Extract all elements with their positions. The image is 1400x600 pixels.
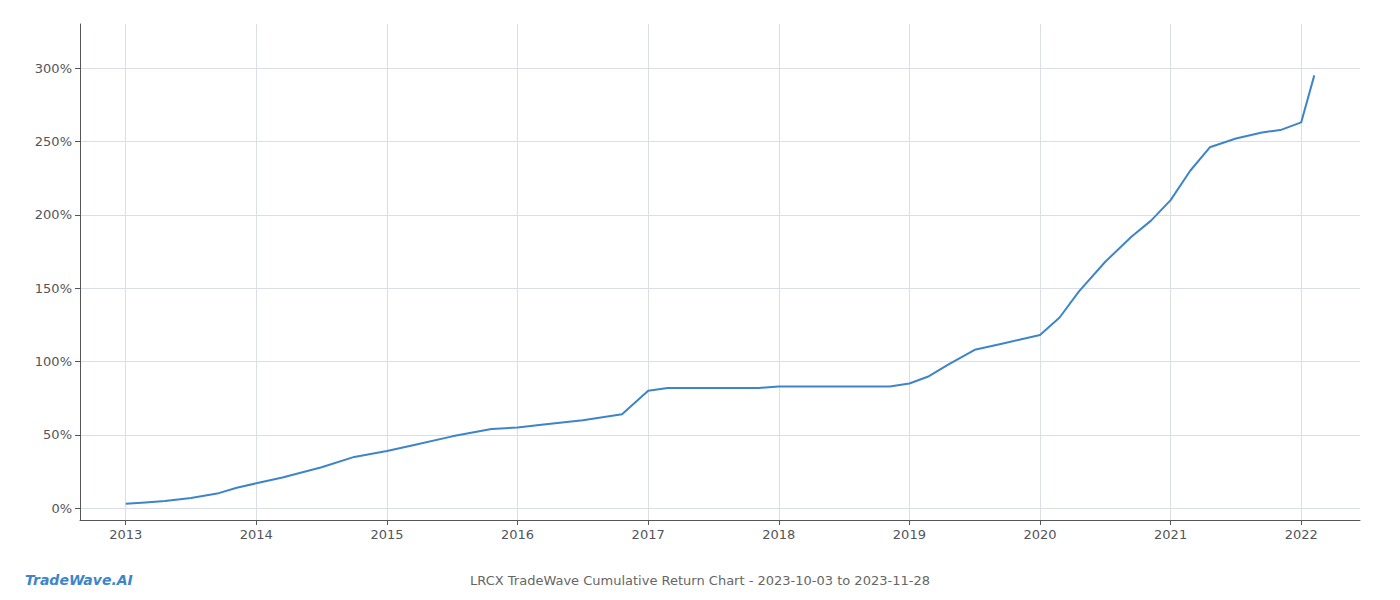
svg-text:2019: 2019 bbox=[893, 527, 926, 542]
svg-text:2020: 2020 bbox=[1023, 527, 1056, 542]
svg-text:250%: 250% bbox=[35, 134, 72, 149]
svg-text:2021: 2021 bbox=[1154, 527, 1187, 542]
svg-text:0%: 0% bbox=[51, 501, 72, 516]
svg-text:2017: 2017 bbox=[632, 527, 665, 542]
svg-text:300%: 300% bbox=[35, 61, 72, 76]
svg-text:200%: 200% bbox=[35, 207, 72, 222]
svg-text:LRCX TradeWave Cumulative Retu: LRCX TradeWave Cumulative Return Chart -… bbox=[470, 573, 930, 588]
svg-text:150%: 150% bbox=[35, 281, 72, 296]
svg-text:TradeWave.AI: TradeWave.AI bbox=[25, 572, 133, 588]
svg-text:2015: 2015 bbox=[370, 527, 403, 542]
svg-text:2018: 2018 bbox=[762, 527, 795, 542]
svg-text:50%: 50% bbox=[43, 427, 72, 442]
svg-text:2016: 2016 bbox=[501, 527, 534, 542]
svg-text:2022: 2022 bbox=[1285, 527, 1318, 542]
svg-text:2013: 2013 bbox=[109, 527, 142, 542]
svg-text:100%: 100% bbox=[35, 354, 72, 369]
svg-text:2014: 2014 bbox=[240, 527, 273, 542]
